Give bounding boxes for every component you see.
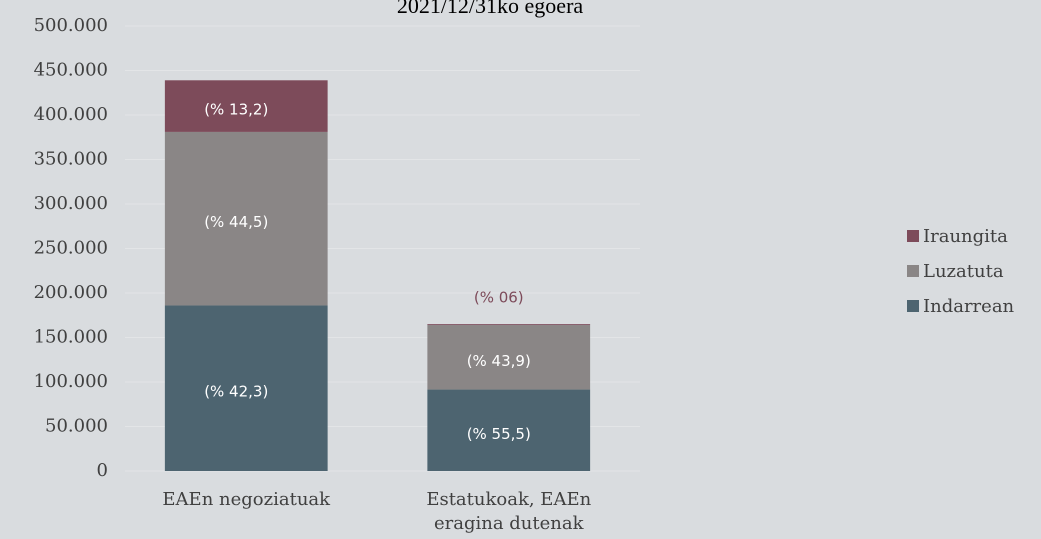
x-tick-label: EAEn negoziatuak (162, 489, 331, 510)
bar-segment (427, 389, 591, 471)
legend-label: Iraungita (923, 226, 1008, 247)
legend-swatch (907, 230, 919, 242)
bar-segment (164, 305, 328, 471)
segment-label: (% 44,5) (204, 213, 268, 231)
x-tick-label: Estatukoak, EAEn eragina dutenak (426, 489, 592, 534)
segment-label: (% 06) (474, 289, 524, 307)
y-tick-label: 500.000 (34, 15, 108, 36)
legend-label: Luzatuta (923, 261, 1004, 282)
segment-label: (% 42,3) (204, 383, 268, 401)
legend-swatch (907, 300, 919, 312)
y-tick-label: 450.000 (34, 60, 108, 81)
y-tick-label: 100.000 (34, 371, 108, 392)
segment-label: (% 13,2) (204, 101, 268, 119)
chart-title: 2021/12/31ko egoera (397, 0, 584, 18)
y-tick-label: 400.000 (34, 104, 108, 125)
y-tick-label: 200.000 (34, 282, 108, 303)
y-tick-label: 0 (97, 460, 108, 481)
segment-label: (% 43,9) (467, 352, 531, 370)
bar-segment (427, 324, 591, 326)
bar-segment (164, 131, 328, 306)
y-tick-label: 300.000 (34, 193, 108, 214)
y-tick-label: 350.000 (34, 149, 108, 170)
y-tick-label: 150.000 (34, 327, 108, 348)
y-tick-label: 250.000 (34, 238, 108, 259)
bar-segment (164, 80, 328, 132)
segment-label: (% 55,5) (467, 425, 531, 443)
legend-label: Indarrean (923, 296, 1015, 317)
legend-swatch (907, 265, 919, 277)
y-tick-label: 50.000 (45, 416, 108, 437)
bar-segment (427, 325, 591, 390)
